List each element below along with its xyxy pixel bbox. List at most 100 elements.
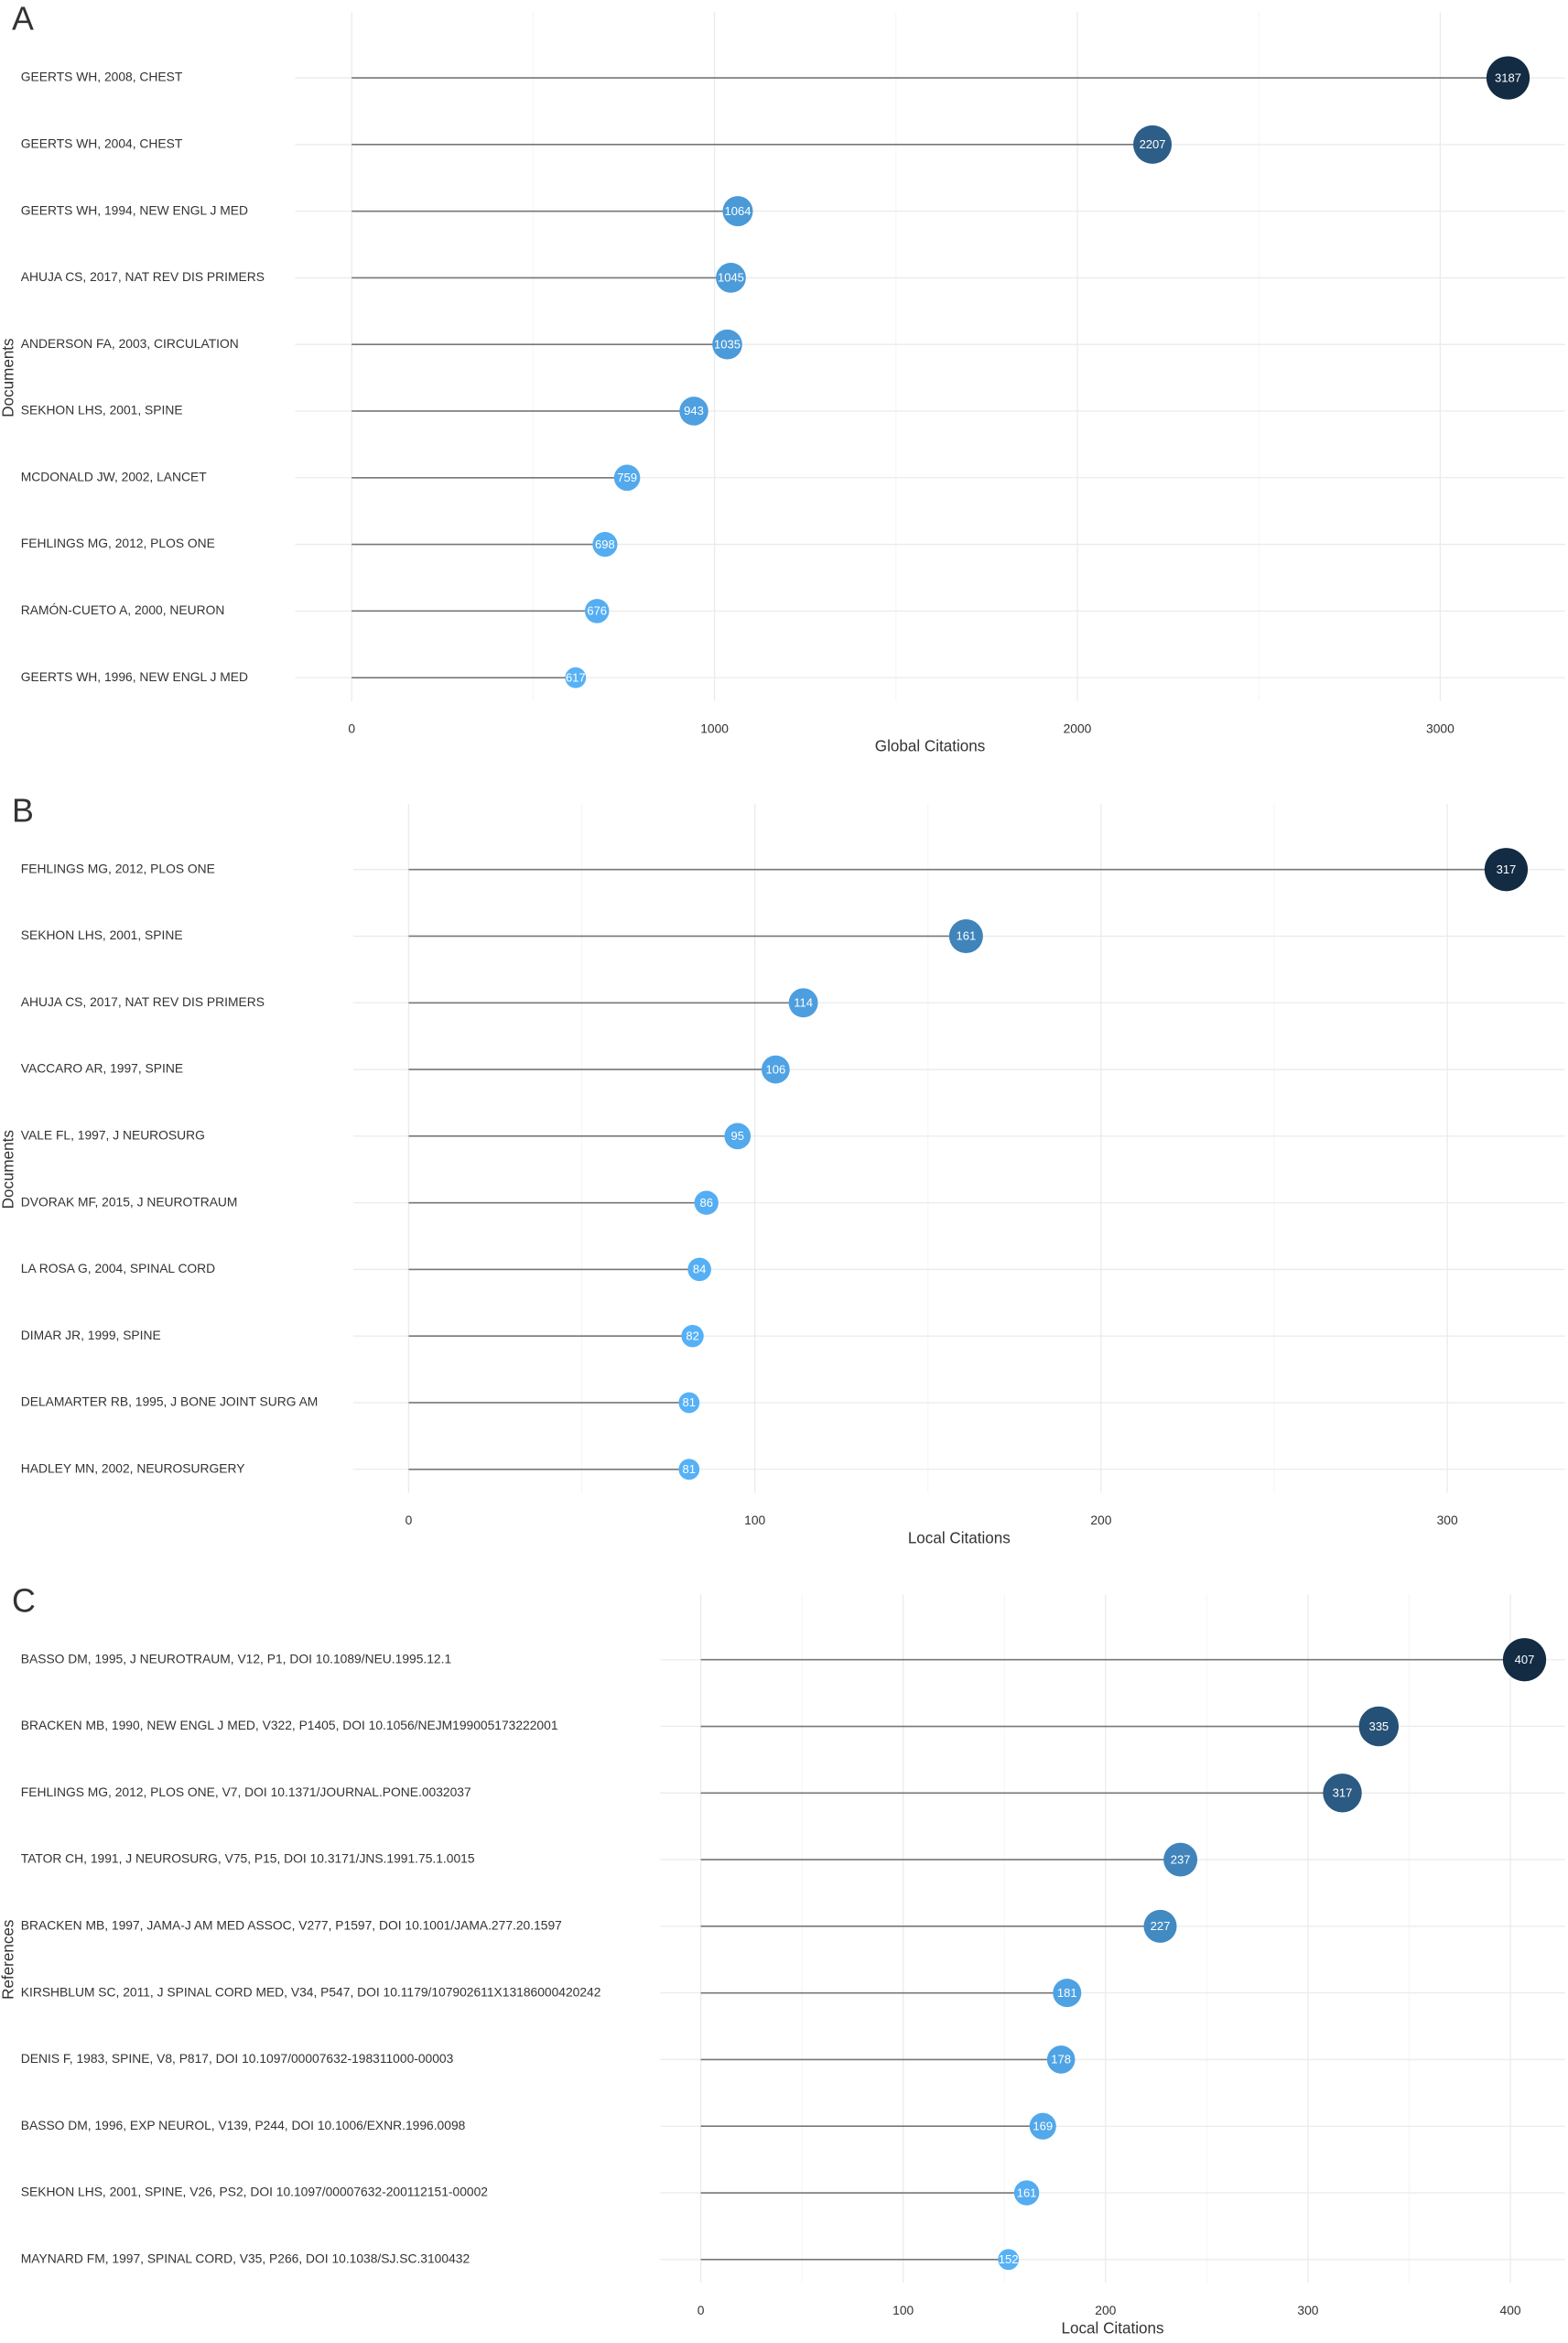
dot	[724, 1123, 752, 1150]
dot	[1486, 56, 1530, 100]
dot	[1053, 1979, 1082, 2008]
dot	[1143, 1909, 1177, 1943]
x-tick-label: 100	[744, 1513, 765, 1527]
y-tick-label: LA ROSA G, 2004, SPINAL CORD	[21, 1261, 215, 1275]
dot	[761, 1055, 790, 1084]
value-label: 943	[684, 404, 704, 418]
value-label: 227	[1151, 1919, 1171, 1933]
value-label: 617	[566, 670, 586, 684]
dot	[1323, 1774, 1362, 1813]
y-tick-label: DIMAR JR, 1999, SPINE	[21, 1328, 161, 1342]
dot	[1013, 2180, 1040, 2206]
value-label: 317	[1497, 862, 1517, 876]
panel-label: B	[12, 792, 34, 829]
dot	[687, 1257, 711, 1282]
x-tick-label: 300	[1297, 2303, 1318, 2317]
y-tick-label: GEERTS WH, 2008, CHEST	[21, 70, 183, 84]
x-tick-label: 200	[1095, 2303, 1116, 2317]
y-tick-label: BRACKEN MB, 1997, JAMA-J AM MED ASSOC, V…	[21, 1918, 562, 1933]
dot	[1358, 1706, 1400, 1747]
dot	[679, 396, 708, 426]
dot	[788, 988, 818, 1018]
dot	[584, 599, 610, 624]
y-tick-label: HADLEY MN, 2002, NEUROSURGERY	[21, 1460, 245, 1475]
x-tick-label: 2000	[1064, 721, 1092, 735]
x-tick-label: 1000	[700, 721, 729, 735]
value-label: 114	[794, 996, 813, 1010]
value-label: 317	[1333, 1786, 1353, 1800]
x-tick-label: 0	[348, 721, 355, 735]
value-label: 152	[999, 2252, 1019, 2266]
x-tick-label: 3000	[1426, 721, 1454, 735]
x-tick-label: 200	[1090, 1513, 1111, 1527]
dot	[565, 667, 587, 689]
y-tick-label: MCDONALD JW, 2002, LANCET	[21, 469, 207, 483]
panel-label: C	[12, 1582, 36, 1619]
dot	[1163, 1842, 1198, 1877]
value-label: 676	[587, 604, 607, 618]
value-label: 407	[1515, 1653, 1535, 1666]
y-tick-label: KIRSHBLUM SC, 2011, J SPINAL CORD MED, V…	[21, 1984, 601, 1999]
dot	[1029, 2112, 1056, 2140]
value-label: 2207	[1140, 137, 1166, 151]
dot	[1484, 848, 1529, 892]
dot	[722, 196, 753, 227]
value-label: 81	[683, 1395, 696, 1409]
y-tick-label: GEERTS WH, 1994, NEW ENGL J MED	[21, 202, 248, 217]
dot	[678, 1459, 700, 1481]
x-tick-label: 300	[1437, 1513, 1458, 1527]
dot	[694, 1190, 719, 1215]
value-label: 178	[1051, 2053, 1071, 2066]
y-tick-label: BASSO DM, 1996, EXP NEUROL, V139, P244, …	[21, 2118, 466, 2132]
value-label: 237	[1171, 1852, 1191, 1866]
dot	[592, 532, 618, 558]
x-tick-label: 100	[892, 2303, 914, 2317]
value-label: 161	[1017, 2186, 1037, 2199]
y-tick-label: SEKHON LHS, 2001, SPINE	[21, 927, 183, 942]
value-label: 81	[683, 1462, 696, 1476]
y-tick-label: ANDERSON FA, 2003, CIRCULATION	[21, 336, 239, 351]
value-label: 698	[595, 537, 615, 551]
value-label: 84	[693, 1263, 706, 1276]
value-label: 3187	[1495, 71, 1521, 84]
x-axis-title: Global Citations	[875, 738, 986, 755]
dot	[998, 2249, 1020, 2271]
x-tick-label: 0	[406, 1513, 413, 1527]
y-tick-label: MAYNARD FM, 1997, SPINAL CORD, V35, P266…	[21, 2251, 470, 2265]
x-tick-label: 400	[1500, 2303, 1521, 2317]
y-tick-label: VALE FL, 1997, J NEUROSURG	[21, 1128, 205, 1143]
value-label: 169	[1033, 2119, 1053, 2132]
value-label: 1045	[718, 271, 744, 285]
y-tick-label: AHUJA CS, 2017, NAT REV DIS PRIMERS	[21, 269, 265, 284]
y-tick-label: RAMÓN-CUETO A, 2000, NEURON	[21, 602, 225, 617]
y-tick-label: FEHLINGS MG, 2012, PLOS ONE, V7, DOI 10.…	[21, 1784, 471, 1799]
y-tick-label: SEKHON LHS, 2001, SPINE	[21, 403, 183, 418]
value-label: 95	[731, 1129, 744, 1143]
y-tick-label: GEERTS WH, 2004, CHEST	[21, 136, 183, 151]
dot	[681, 1325, 704, 1348]
y-tick-label: SEKHON LHS, 2001, SPINE, V26, PS2, DOI 1…	[21, 2185, 488, 2199]
value-label: 1035	[714, 337, 741, 351]
y-tick-label: VACCARO AR, 1997, SPINE	[21, 1061, 183, 1076]
x-axis-title: Local Citations	[1062, 2319, 1164, 2337]
value-label: 106	[766, 1062, 786, 1076]
value-label: 161	[957, 929, 977, 943]
y-tick-label: FEHLINGS MG, 2012, PLOS ONE	[21, 861, 215, 875]
panel-label: A	[12, 1, 34, 38]
y-tick-label: BASSO DM, 1995, J NEUROTRAUM, V12, P1, D…	[21, 1651, 452, 1665]
dot	[1046, 2045, 1076, 2074]
dot	[613, 464, 641, 492]
y-axis-title: Documents	[0, 1130, 16, 1209]
value-label: 86	[699, 1196, 712, 1209]
dot	[948, 918, 983, 954]
dot	[1502, 1638, 1547, 1682]
dot	[716, 263, 746, 293]
y-tick-label: GEERTS WH, 1996, NEW ENGL J MED	[21, 669, 248, 684]
y-tick-label: DVORAK MF, 2015, J NEUROTRAUM	[21, 1194, 238, 1209]
x-axis-title: Local Citations	[908, 1529, 1011, 1546]
y-tick-label: AHUJA CS, 2017, NAT REV DIS PRIMERS	[21, 994, 265, 1009]
x-tick-label: 0	[697, 2303, 705, 2317]
y-tick-label: DENIS F, 1983, SPINE, V8, P817, DOI 10.1…	[21, 2051, 454, 2066]
y-tick-label: DELAMARTER RB, 1995, J BONE JOINT SURG A…	[21, 1394, 319, 1409]
